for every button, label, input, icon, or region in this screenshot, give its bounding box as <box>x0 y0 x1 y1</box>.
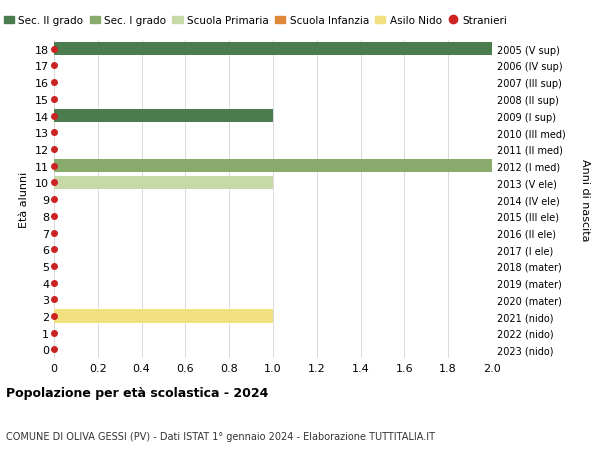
Bar <box>54 176 273 190</box>
Bar <box>54 310 273 323</box>
Bar <box>54 43 492 56</box>
Text: Popolazione per età scolastica - 2024: Popolazione per età scolastica - 2024 <box>6 386 268 399</box>
Bar <box>54 160 492 173</box>
Y-axis label: Anni di nascita: Anni di nascita <box>580 158 589 241</box>
Y-axis label: Età alunni: Età alunni <box>19 172 29 228</box>
Text: COMUNE DI OLIVA GESSI (PV) - Dati ISTAT 1° gennaio 2024 - Elaborazione TUTTITALI: COMUNE DI OLIVA GESSI (PV) - Dati ISTAT … <box>6 431 435 441</box>
Bar <box>54 110 273 123</box>
Legend: Sec. II grado, Sec. I grado, Scuola Primaria, Scuola Infanzia, Asilo Nido, Stran: Sec. II grado, Sec. I grado, Scuola Prim… <box>0 11 511 30</box>
